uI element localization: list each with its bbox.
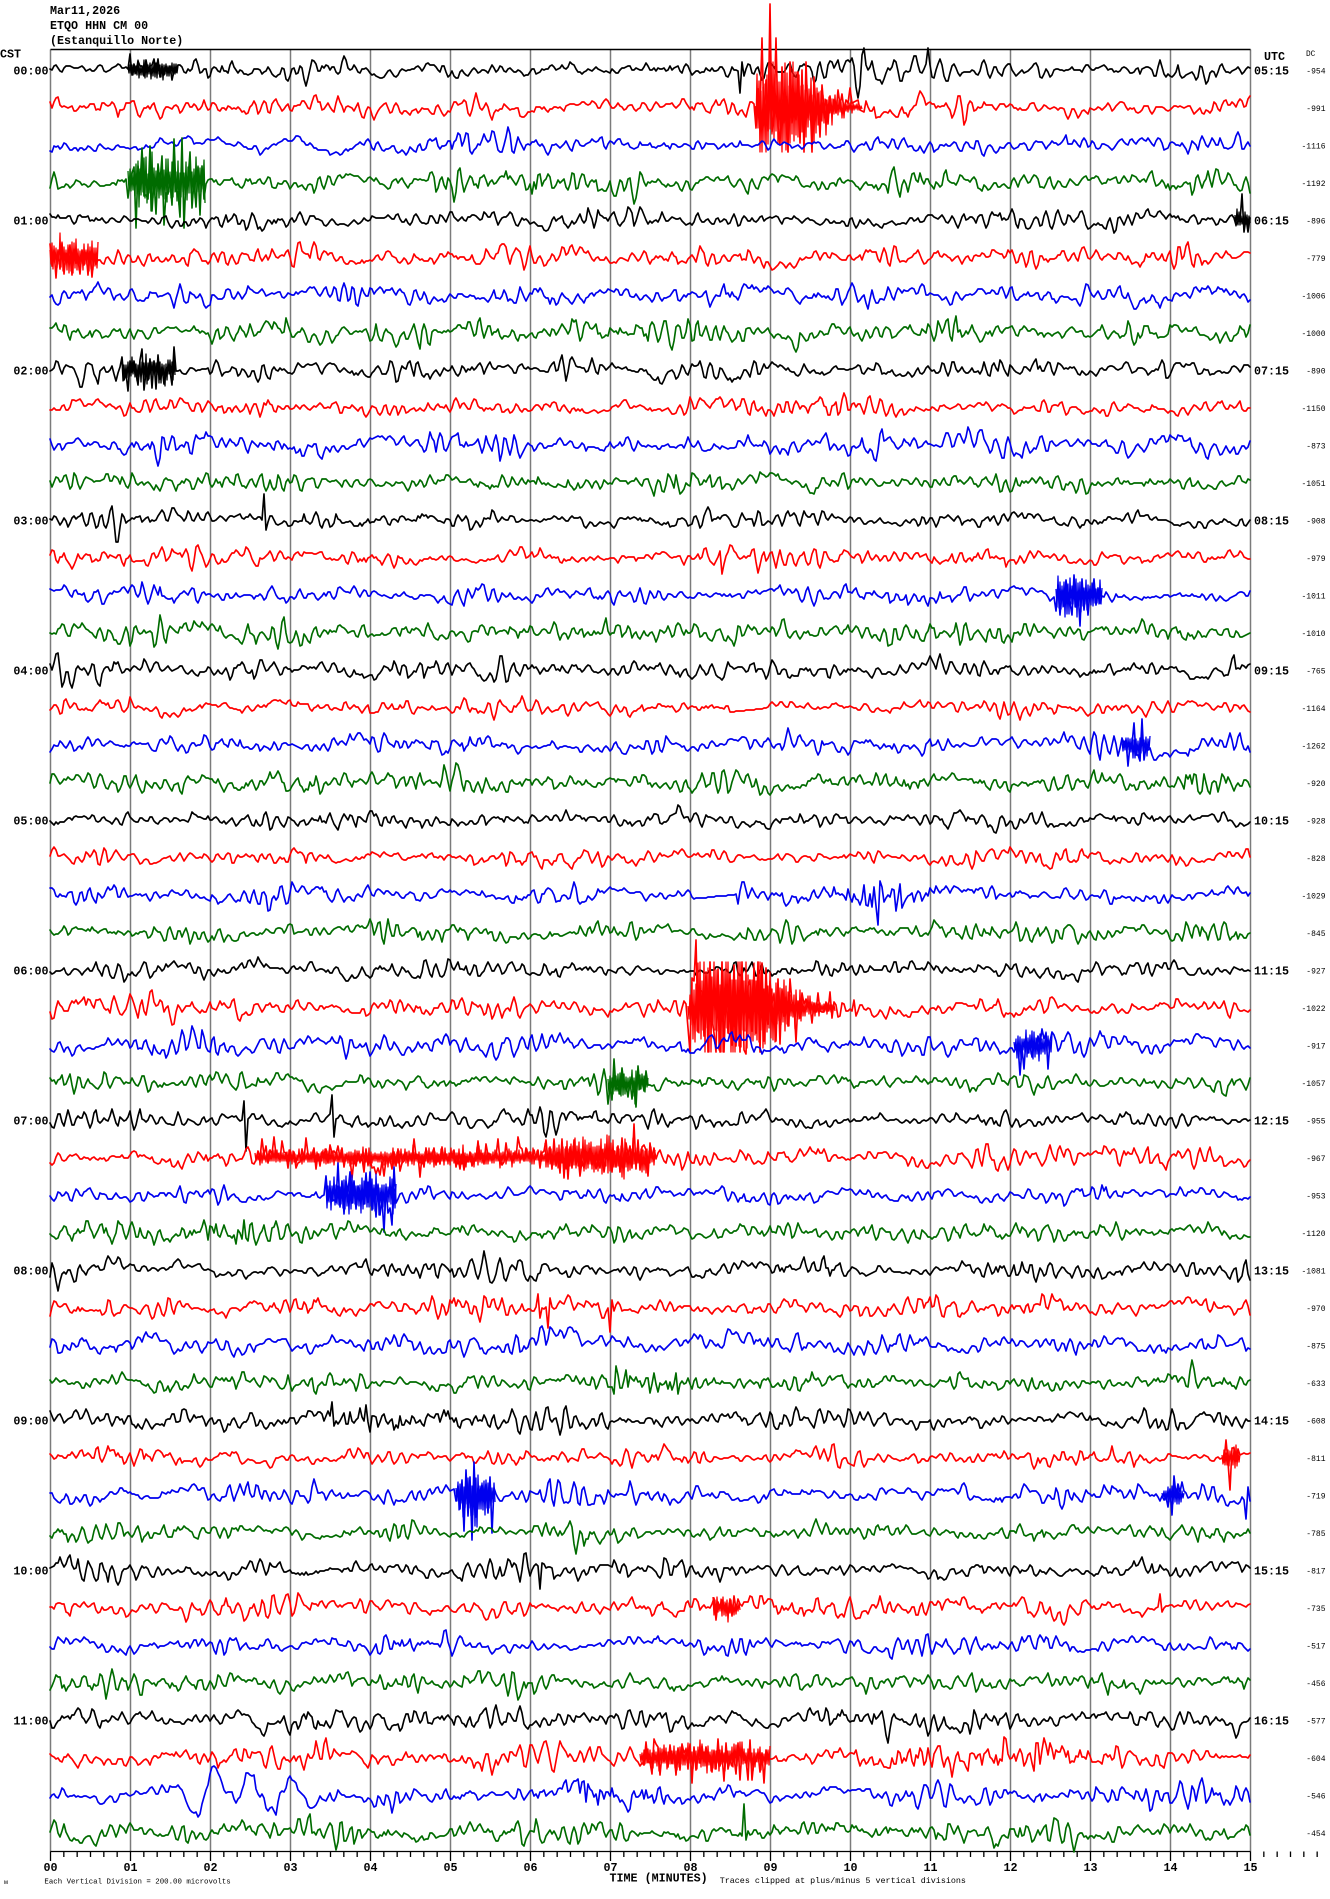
svg-text:11: 11 bbox=[923, 1861, 937, 1875]
svg-text:-928: -928 bbox=[1306, 818, 1325, 827]
svg-text:(Estanquillo Norte): (Estanquillo Norte) bbox=[50, 34, 183, 48]
svg-text:-920: -920 bbox=[1306, 780, 1325, 789]
svg-text:06:15: 06:15 bbox=[1254, 215, 1289, 229]
svg-text:TIME (MINUTES): TIME (MINUTES) bbox=[610, 1872, 708, 1886]
svg-text:00:00: 00:00 bbox=[13, 65, 48, 79]
svg-text:-1057: -1057 bbox=[1301, 1080, 1325, 1089]
svg-text:-608: -608 bbox=[1306, 1418, 1325, 1427]
svg-text:-1192: -1192 bbox=[1301, 180, 1325, 189]
svg-text:-517: -517 bbox=[1306, 1643, 1325, 1652]
svg-text:-991: -991 bbox=[1306, 105, 1325, 114]
svg-text:00: 00 bbox=[43, 1861, 57, 1875]
svg-text:-1120: -1120 bbox=[1301, 1230, 1325, 1239]
svg-text:09: 09 bbox=[763, 1861, 777, 1875]
svg-text:-1150: -1150 bbox=[1301, 405, 1325, 414]
svg-text:07:00: 07:00 bbox=[13, 1115, 48, 1129]
svg-text:-811: -811 bbox=[1306, 1455, 1325, 1464]
svg-text:01:00: 01:00 bbox=[13, 215, 48, 229]
svg-text:12: 12 bbox=[1003, 1861, 1017, 1875]
svg-text:-875: -875 bbox=[1306, 1343, 1325, 1352]
svg-text:16:15: 16:15 bbox=[1254, 1715, 1289, 1729]
svg-text:09:15: 09:15 bbox=[1254, 665, 1289, 679]
svg-text:-845: -845 bbox=[1306, 930, 1325, 939]
svg-text:-953: -953 bbox=[1306, 1193, 1325, 1202]
svg-text:10: 10 bbox=[843, 1861, 857, 1875]
svg-text:15: 15 bbox=[1243, 1861, 1257, 1875]
svg-text:08:00: 08:00 bbox=[13, 1265, 48, 1279]
svg-text:-604: -604 bbox=[1306, 1755, 1325, 1764]
svg-text:-1022: -1022 bbox=[1301, 1005, 1325, 1014]
svg-text:06: 06 bbox=[523, 1861, 537, 1875]
svg-text:-908: -908 bbox=[1306, 518, 1325, 527]
svg-text:-954: -954 bbox=[1306, 68, 1325, 77]
svg-text:09:00: 09:00 bbox=[13, 1415, 48, 1429]
svg-text:м: м bbox=[4, 1879, 8, 1886]
svg-text:-719: -719 bbox=[1306, 1493, 1325, 1502]
svg-text:14: 14 bbox=[1163, 1861, 1177, 1875]
svg-text:-1000: -1000 bbox=[1301, 330, 1325, 339]
svg-text:-917: -917 bbox=[1306, 1043, 1325, 1052]
svg-text:-1010: -1010 bbox=[1301, 630, 1325, 639]
svg-text:07: 07 bbox=[603, 1861, 617, 1875]
svg-text:DC: DC bbox=[1306, 51, 1316, 59]
svg-text:Each Vertical Division = 200.: Each Vertical Division = 200.00 microvol… bbox=[44, 1879, 230, 1887]
svg-text:12:15: 12:15 bbox=[1254, 1115, 1289, 1129]
svg-text:Mar11,2026: Mar11,2026 bbox=[50, 4, 120, 18]
svg-text:CST: CST bbox=[0, 48, 21, 62]
svg-text:05:15: 05:15 bbox=[1254, 65, 1289, 79]
svg-text:-454: -454 bbox=[1306, 1830, 1325, 1839]
svg-text:14:15: 14:15 bbox=[1254, 1415, 1289, 1429]
svg-text:10:15: 10:15 bbox=[1254, 815, 1289, 829]
svg-text:-779: -779 bbox=[1306, 255, 1325, 264]
svg-text:03: 03 bbox=[283, 1861, 297, 1875]
svg-text:-577: -577 bbox=[1306, 1718, 1325, 1727]
svg-text:ETQO HHN CM 00: ETQO HHN CM 00 bbox=[50, 19, 148, 33]
svg-text:06:00: 06:00 bbox=[13, 965, 48, 979]
svg-text:13: 13 bbox=[1083, 1861, 1097, 1875]
svg-text:-1006: -1006 bbox=[1301, 293, 1325, 302]
svg-text:05: 05 bbox=[443, 1861, 457, 1875]
svg-text:-735: -735 bbox=[1306, 1605, 1325, 1614]
svg-text:-817: -817 bbox=[1306, 1568, 1325, 1577]
svg-text:-546: -546 bbox=[1306, 1793, 1325, 1802]
svg-text:-1029: -1029 bbox=[1301, 893, 1325, 902]
svg-text:UTC: UTC bbox=[1264, 50, 1285, 64]
svg-text:-765: -765 bbox=[1306, 668, 1325, 677]
svg-text:01: 01 bbox=[123, 1861, 137, 1875]
svg-text:-967: -967 bbox=[1306, 1155, 1325, 1164]
svg-text:-896: -896 bbox=[1306, 218, 1325, 227]
svg-text:15:15: 15:15 bbox=[1254, 1565, 1289, 1579]
svg-text:04: 04 bbox=[363, 1861, 377, 1875]
svg-text:04:00: 04:00 bbox=[13, 665, 48, 679]
svg-text:03:00: 03:00 bbox=[13, 515, 48, 529]
svg-text:10:00: 10:00 bbox=[13, 1565, 48, 1579]
svg-text:13:15: 13:15 bbox=[1254, 1265, 1289, 1279]
svg-text:08:15: 08:15 bbox=[1254, 515, 1289, 529]
svg-text:-927: -927 bbox=[1306, 968, 1325, 977]
svg-text:-979: -979 bbox=[1306, 555, 1325, 564]
svg-text:05:00: 05:00 bbox=[13, 815, 48, 829]
svg-text:11:00: 11:00 bbox=[13, 1715, 48, 1729]
svg-text:-828: -828 bbox=[1306, 855, 1325, 864]
svg-text:-970: -970 bbox=[1306, 1305, 1325, 1314]
svg-text:-1116: -1116 bbox=[1301, 143, 1325, 152]
svg-text:02:00: 02:00 bbox=[13, 365, 48, 379]
svg-text:07:15: 07:15 bbox=[1254, 365, 1289, 379]
svg-text:-873: -873 bbox=[1306, 443, 1325, 452]
svg-text:Traces clipped at plus/minus 5: Traces clipped at plus/minus 5 vertical … bbox=[720, 1876, 966, 1886]
svg-text:-1051: -1051 bbox=[1301, 480, 1325, 489]
svg-text:02: 02 bbox=[203, 1861, 217, 1875]
svg-text:-1164: -1164 bbox=[1301, 705, 1325, 714]
svg-text:-456: -456 bbox=[1306, 1680, 1325, 1689]
svg-text:08: 08 bbox=[683, 1861, 697, 1875]
svg-text:-785: -785 bbox=[1306, 1530, 1325, 1539]
svg-text:-1262: -1262 bbox=[1301, 743, 1325, 752]
svg-text:-890: -890 bbox=[1306, 368, 1325, 377]
svg-text:11:15: 11:15 bbox=[1254, 965, 1289, 979]
svg-text:-633: -633 bbox=[1306, 1380, 1325, 1389]
svg-text:-1011: -1011 bbox=[1301, 593, 1325, 602]
svg-text:-955: -955 bbox=[1306, 1118, 1325, 1127]
svg-text:-1081: -1081 bbox=[1301, 1268, 1325, 1277]
